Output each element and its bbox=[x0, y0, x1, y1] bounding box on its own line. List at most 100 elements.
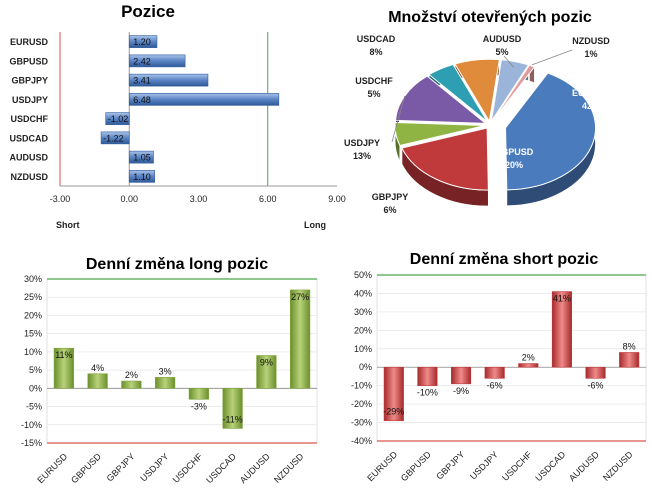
bar-nzdusd bbox=[619, 352, 640, 368]
pie-slice-nzdusd bbox=[491, 64, 536, 122]
bar-gbpjpy bbox=[451, 366, 472, 385]
bar-value-eurusd: -29% bbox=[383, 407, 404, 417]
bar-eurusd bbox=[383, 366, 404, 422]
pie-label-usdchf: USDCHF bbox=[355, 76, 393, 86]
bar-value-usdcad: 41% bbox=[553, 294, 571, 304]
bar-value-gbpjpy: 3.41 bbox=[133, 76, 151, 86]
pie-title: Množství otevřených pozic bbox=[388, 9, 592, 26]
y-tick-label: 25% bbox=[24, 292, 42, 302]
y-tick-label: -5% bbox=[26, 402, 42, 412]
x-tick-label-gbpusd: GBPUSD bbox=[399, 449, 433, 483]
bar-value-usdchf: -3% bbox=[191, 401, 207, 411]
pie-slice-audusd bbox=[490, 59, 530, 122]
x-tick-label-usdjpy: USDJPY bbox=[138, 451, 170, 483]
y-tick-label: -15% bbox=[21, 438, 42, 448]
bar-value-usdcad: -1.22 bbox=[103, 133, 124, 143]
bar-usdjpy bbox=[128, 93, 280, 106]
y-tick-label: 10% bbox=[354, 344, 372, 354]
pie-label-usdcad: USDCAD bbox=[357, 34, 396, 44]
pie-pct-eurusd: 42% bbox=[582, 101, 600, 111]
bar-gbpjpy bbox=[128, 73, 209, 87]
x-tick-label: 3.00 bbox=[190, 194, 208, 204]
category-label-nzdusd: NZDUSD bbox=[11, 172, 49, 182]
x-tick-label: 0.00 bbox=[120, 194, 138, 204]
bar-value-usdjpy: 3% bbox=[159, 366, 172, 376]
y-tick-label: 10% bbox=[24, 347, 42, 357]
bar-nzdusd bbox=[128, 170, 155, 183]
open-positions-pie-chart: Množství otevřených pozic EURUSD 42% GBPUS… bbox=[344, 9, 611, 215]
x-tick-label-usdchf: USDCHF bbox=[171, 451, 205, 485]
x-tick-label-eurusd: EURUSD bbox=[365, 449, 399, 483]
pie-slice-usdcad bbox=[454, 58, 500, 123]
bar-gbpusd bbox=[87, 373, 108, 389]
y-tick-label: 30% bbox=[354, 307, 372, 317]
bar-nzdusd bbox=[290, 289, 311, 389]
bar-audusd bbox=[585, 366, 606, 379]
bar-value-gbpusd: -10% bbox=[417, 388, 438, 398]
bar-gbpusd bbox=[128, 54, 186, 68]
pie-leader-line-audusd bbox=[503, 55, 514, 68]
bar-value-usdchf: 2% bbox=[522, 353, 535, 363]
y-tick-label: -40% bbox=[351, 436, 372, 446]
bar-usdcad bbox=[100, 131, 130, 145]
x-tick-label-nzdusd: NZDUSD bbox=[601, 449, 635, 483]
long-change-chart: Denní změna long pozic 11% 4% 2% 3% -3% -11% 9… bbox=[21, 256, 318, 485]
pie-label-eurusd: EURUSD bbox=[572, 88, 611, 98]
bar-value-usdjpy: -6% bbox=[487, 380, 503, 390]
y-tick-label: 0% bbox=[29, 383, 42, 393]
x-tick-label-audusd: AUDUSD bbox=[567, 449, 601, 483]
pie-label-nzdusd: NZDUSD bbox=[572, 36, 610, 46]
bar-usdjpy bbox=[484, 366, 505, 379]
bar-value-eurusd: 1.20 bbox=[133, 37, 151, 47]
bar-eurusd bbox=[53, 347, 74, 389]
bar-usdchf bbox=[188, 388, 209, 400]
category-label-gbpjpy: GBPJPY bbox=[11, 76, 48, 86]
category-label-eurusd: EURUSD bbox=[10, 37, 49, 47]
long-label: Long bbox=[304, 220, 326, 230]
pie-leader-line-nzdusd bbox=[531, 49, 573, 66]
pie-slice-eurusd bbox=[505, 72, 597, 191]
bar-value-audusd: 9% bbox=[260, 358, 273, 368]
plot-area bbox=[376, 274, 647, 442]
bar-value-eurusd: 11% bbox=[55, 350, 72, 360]
pie-label-usdjpy: USDJPY bbox=[344, 138, 380, 148]
category-label-audusd: AUDUSD bbox=[9, 153, 48, 163]
short-change-chart: Denní změna short pozic -29% -10% -9% -6% 2%… bbox=[351, 251, 647, 483]
y-tick-label: 50% bbox=[354, 270, 372, 280]
positions-chart: Pozice 1.20 2.42 3.41 6.48 -1.02 -1.22 1.05 1.1… bbox=[9, 2, 345, 230]
x-tick-label-gbpjpy: GBPJPY bbox=[434, 449, 466, 481]
bar-eurusd bbox=[128, 35, 158, 48]
bar-usdcad bbox=[222, 388, 243, 429]
x-tick-label-usdchf: USDCHF bbox=[500, 449, 534, 483]
bar-usdchf bbox=[105, 112, 130, 125]
short-change-title: Denní změna short pozic bbox=[410, 251, 599, 268]
bar-value-gbpjpy: 2% bbox=[125, 370, 138, 380]
bar-audusd bbox=[256, 355, 277, 389]
x-tick-label-gbpjpy: GBPJPY bbox=[105, 451, 137, 483]
y-tick-label: -20% bbox=[351, 399, 372, 409]
bar-usdcad bbox=[551, 291, 572, 368]
bar-value-gbpjpy: -9% bbox=[453, 386, 469, 396]
bar-value-nzdusd: 1.10 bbox=[133, 172, 151, 182]
pie-label-audusd: AUDUSD bbox=[483, 34, 522, 44]
y-tick-label: -10% bbox=[21, 420, 42, 430]
short-label: Short bbox=[56, 220, 80, 230]
pie-pct-usdjpy: 13% bbox=[353, 151, 371, 161]
bar-value-nzdusd: 27% bbox=[291, 292, 309, 302]
y-tick-label: -10% bbox=[351, 381, 372, 391]
x-tick-label: -3.00 bbox=[50, 194, 71, 204]
pie-pct-usdcad: 8% bbox=[369, 47, 382, 57]
pie-pct-gbpjpy: 6% bbox=[383, 205, 396, 215]
category-label-usdcad: USDCAD bbox=[9, 133, 48, 143]
bar-gbpjpy bbox=[121, 380, 142, 389]
pie-pct-usdchf: 5% bbox=[367, 89, 380, 99]
y-tick-label: 0% bbox=[359, 362, 372, 372]
y-tick-label: 20% bbox=[354, 325, 372, 335]
pie-slice-gbpusd bbox=[401, 127, 489, 191]
category-label-gbpusd: GBPUSD bbox=[9, 56, 48, 66]
plot-area bbox=[46, 278, 318, 444]
long-change-title: Denní změna long pozic bbox=[86, 256, 268, 273]
pie-pct-audusd: 5% bbox=[495, 47, 508, 57]
x-tick-label-gbpusd: GBPUSD bbox=[69, 451, 103, 485]
bar-value-audusd: 1.05 bbox=[133, 153, 151, 163]
